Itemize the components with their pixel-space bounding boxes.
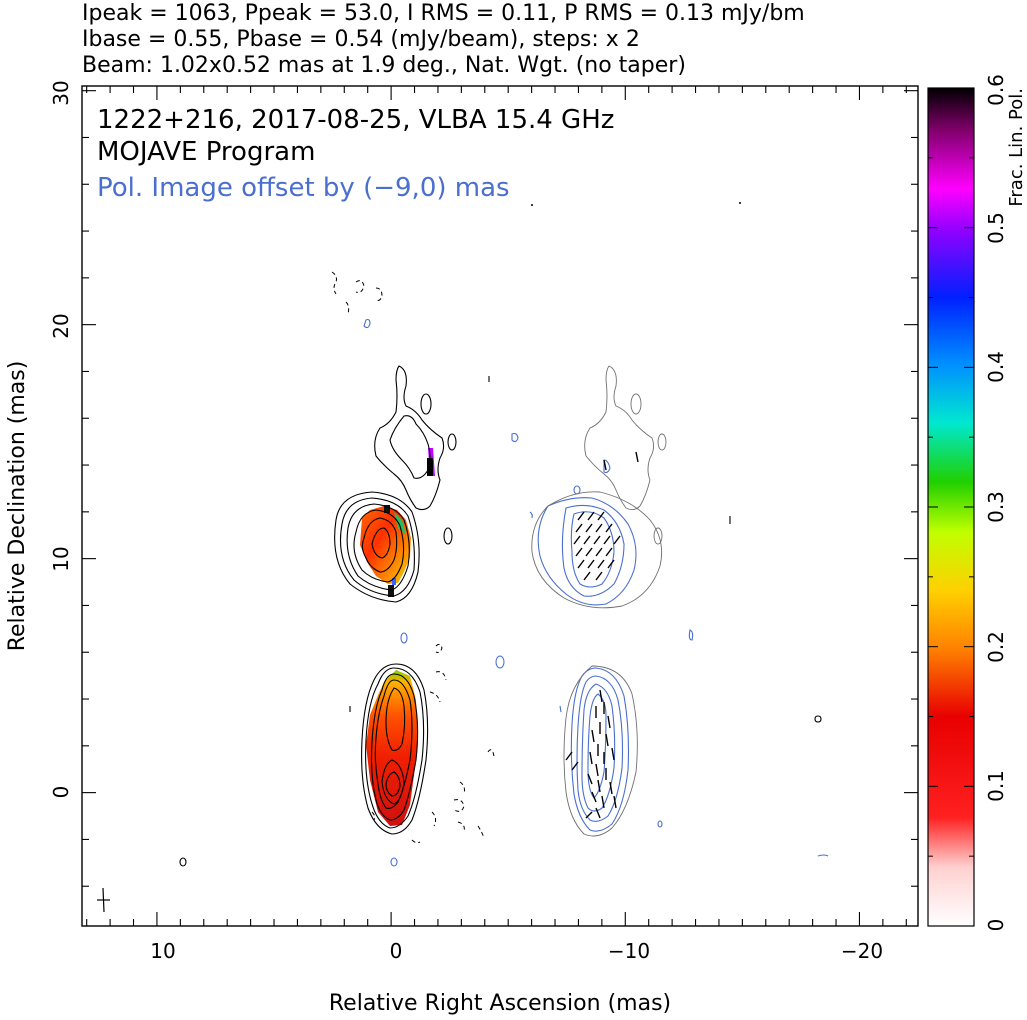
stray-dots [531, 202, 741, 206]
colorbar-title: Frac. Lin. Pol. [1006, 88, 1027, 207]
x-axis-title: Relative Right Ascension (mas) [329, 991, 671, 1016]
x-tick-label: 0 [390, 939, 403, 963]
plot-frame [81, 85, 919, 927]
y-axis-title: Relative Declination (mas) [5, 361, 30, 652]
x-tick-label: 10 [150, 939, 175, 963]
x-tick-labels: 10 0 −10 −20 [150, 939, 883, 963]
stats-line-2: Ibase = 0.55, Pbase = 0.54 (mJy/beam), s… [82, 27, 640, 52]
y-tick-label: 10 [49, 546, 73, 571]
colorbar-tick-label: 0.3 [984, 491, 1008, 523]
colorbar-tick-label: 0.4 [984, 351, 1008, 383]
y-tick-label: 30 [49, 80, 73, 105]
x-tick-label: −10 [608, 939, 650, 963]
offset-note: Pol. Image offset by (−9,0) mas [97, 173, 510, 203]
program-label: MOJAVE Program [97, 137, 315, 167]
stats-line-1: Ipeak = 1063, Ppeak = 53.0, I RMS = 0.11… [82, 1, 805, 26]
y-tick-labels: 0 10 20 30 [49, 80, 73, 798]
colorbar-tick-label: 0.2 [984, 631, 1008, 663]
offset-intensity-outline [531, 365, 667, 837]
source-title: 1222+216, 2017-08-25, VLBA 15.4 GHz [97, 105, 614, 135]
colorbar-tick-label: 0.5 [984, 212, 1008, 244]
y-tick-label: 20 [49, 313, 73, 338]
x-tick-label: −20 [841, 939, 883, 963]
polarized-intensity-contours [363, 318, 829, 867]
colorbar-tick-label: 0.1 [984, 770, 1008, 802]
colorbar-tick-label: 0 [984, 919, 1008, 932]
axis-ticks [82, 86, 918, 926]
fractional-polarization-image [360, 448, 435, 826]
colorbar: 0 0.1 0.2 0.3 0.4 0.5 0.6 Frac. Lin. Pol… [927, 74, 1027, 932]
beam-cross [97, 887, 110, 913]
y-tick-label: 0 [49, 786, 73, 799]
evpa-vectors [565, 451, 639, 819]
total-intensity-contours [179, 365, 822, 867]
beam-info-line: Beam: 1.02x0.52 mas at 1.9 deg., Nat. Wg… [82, 53, 686, 78]
negative-contours [331, 271, 495, 844]
colorbar-tick-label: 0.6 [984, 74, 1008, 106]
